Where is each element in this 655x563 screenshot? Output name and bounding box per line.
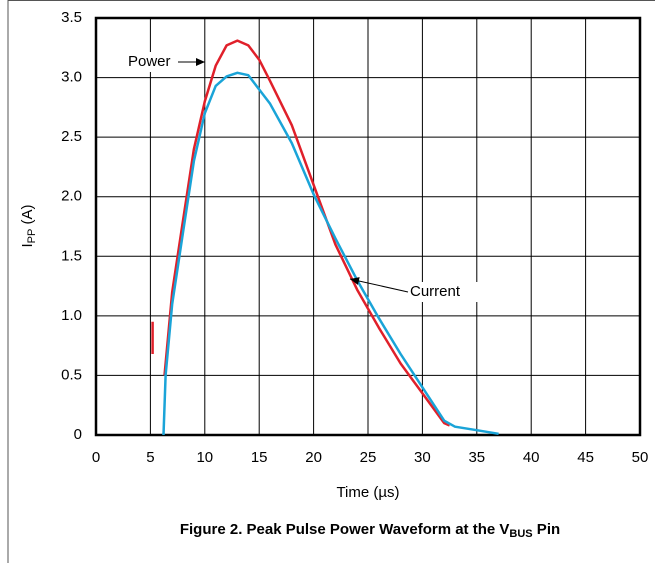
arrow-head xyxy=(196,58,205,66)
plot-border xyxy=(94,16,642,437)
x-tick-label: 15 xyxy=(251,449,268,466)
y-label-sub: PP xyxy=(26,229,38,244)
annotation-label: Power xyxy=(128,53,171,70)
y-tick-label: 1.0 xyxy=(61,307,82,324)
series-line xyxy=(162,71,499,436)
annotation-bg xyxy=(406,282,478,302)
y-tick-label: 0.5 xyxy=(61,366,82,383)
x-tick-label: 0 xyxy=(92,449,100,466)
caption-sub: BUS xyxy=(509,528,532,540)
x-tick-label: 5 xyxy=(146,449,154,466)
y-tick-label: 0 xyxy=(74,426,82,443)
arrow-head xyxy=(350,277,360,285)
x-tick-label: 20 xyxy=(305,449,322,466)
y-axis-label: IPP (A) xyxy=(19,204,38,247)
x-tick-label: 45 xyxy=(577,449,594,466)
x-tick-label: 10 xyxy=(196,449,213,466)
x-tick-label: 35 xyxy=(468,449,485,466)
y-tick-label: 2.0 xyxy=(61,188,82,205)
x-tick-label: 30 xyxy=(414,449,431,466)
caption-end: Pin xyxy=(533,521,561,538)
annotation-arrow xyxy=(349,278,409,293)
x-tick-label: 25 xyxy=(360,449,377,466)
x-axis-label: Time (µs) xyxy=(336,484,399,501)
series-line xyxy=(151,39,451,427)
annotation-label: Current xyxy=(410,283,461,300)
caption: Figure 2. Peak Pulse Power Waveform at t… xyxy=(180,521,560,540)
y-tick-label: 3.0 xyxy=(61,69,82,86)
x-tick-label: 50 xyxy=(632,449,649,466)
y-label-end: (A) xyxy=(19,204,36,228)
annotation-bg xyxy=(124,52,178,72)
y-tick-label: 1.5 xyxy=(61,247,82,264)
x-tick-label: 40 xyxy=(523,449,540,466)
caption-main: Figure 2. Peak Pulse Power Waveform at t… xyxy=(180,521,510,538)
y-label-main: I xyxy=(19,243,36,247)
y-tick-label: 3.5 xyxy=(61,9,82,26)
y-tick-label: 2.5 xyxy=(61,128,82,145)
